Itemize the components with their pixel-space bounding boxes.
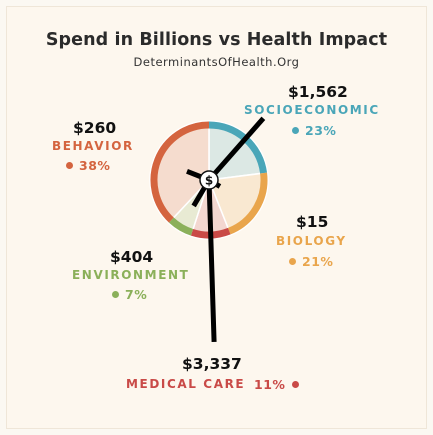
- pie-slice-ring: [150, 121, 210, 223]
- infographic-card: [6, 6, 427, 429]
- category-label: BIOLOGY: [276, 234, 347, 248]
- amount-label: $3,337: [182, 355, 242, 373]
- category-label: MEDICAL CARE: [126, 377, 246, 391]
- percent-value: 23%: [305, 123, 337, 138]
- category-label: BEHAVIOR: [52, 139, 134, 153]
- chart-subtitle: DeterminantsOfHealth.Org: [133, 55, 300, 69]
- percent-label: 11%: [254, 377, 300, 392]
- amount-label: $1,562: [288, 83, 348, 101]
- percent-value: 7%: [125, 287, 148, 302]
- teal-pie-icon: [292, 127, 299, 134]
- percent-label: 21%: [289, 254, 333, 269]
- red-drop-icon: [292, 381, 300, 388]
- spend-hand: [206, 179, 217, 342]
- pie-slice-ring: [168, 217, 194, 236]
- category-label: SOCIOECONOMIC: [244, 103, 380, 117]
- percent-label: 38%: [66, 158, 110, 173]
- chart-title: Spend in Billions vs Health Impact: [45, 30, 388, 50]
- pie-slice-ring: [227, 172, 268, 235]
- dollar-sign: $: [205, 174, 213, 188]
- percent-value: 11%: [254, 377, 286, 392]
- green-leaf-icon: [112, 291, 119, 298]
- percent-label: 7%: [112, 287, 147, 302]
- red-bottle-icon: [66, 162, 73, 169]
- category-label: ENVIRONMENT: [72, 268, 190, 282]
- spend-hand: [207, 116, 266, 182]
- percent-label: 23%: [292, 123, 336, 138]
- pie-slice: [207, 171, 269, 236]
- orange-heart-icon: [289, 258, 296, 265]
- percent-value: 38%: [79, 158, 111, 173]
- dollar-center-icon: [199, 170, 219, 190]
- amount-label: $15: [296, 213, 329, 231]
- amount-label: $260: [73, 119, 117, 137]
- percent-value: 21%: [302, 254, 334, 269]
- amount-label: $404: [110, 248, 154, 266]
